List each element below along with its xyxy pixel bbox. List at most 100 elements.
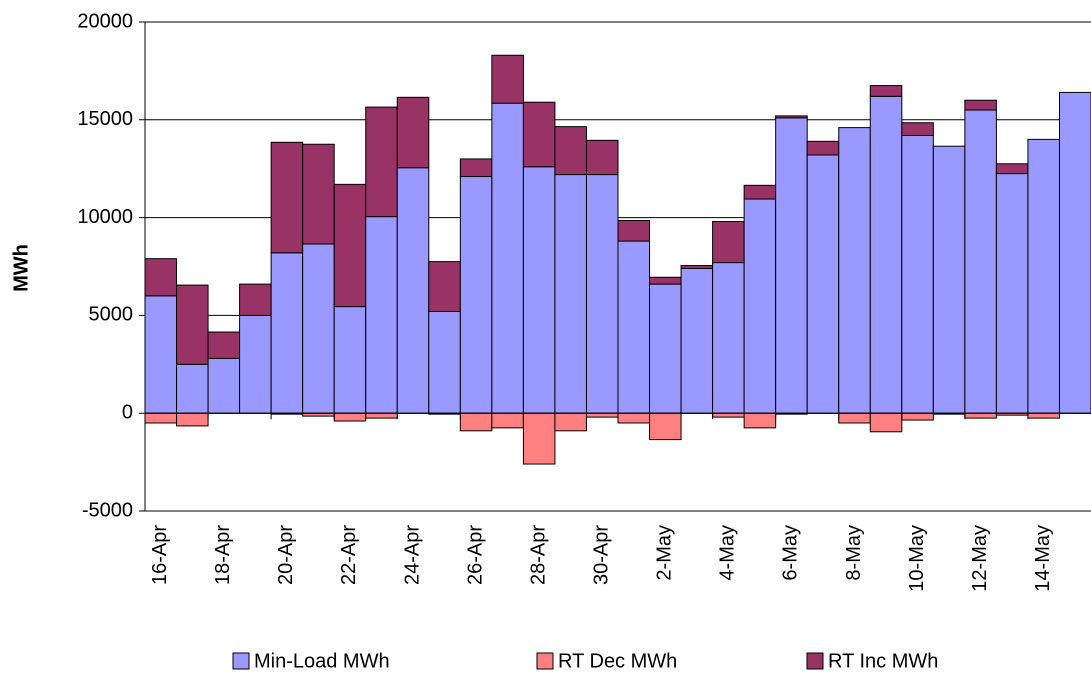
bar-segment [1058, 91, 1091, 414]
bar-segment [239, 314, 272, 414]
bar-segment [901, 122, 934, 136]
bar-segment [270, 252, 304, 414]
bar-segment [270, 141, 304, 254]
bar-segment [995, 173, 1029, 414]
bar-segment [649, 412, 682, 441]
x-tick-label: 22-Apr [338, 525, 360, 585]
bar-segment [712, 262, 745, 414]
bar-segment [333, 306, 367, 414]
bar-segment [396, 96, 430, 169]
bar-segment [333, 183, 367, 308]
bar-segment [144, 295, 178, 414]
y-tick-label: 20000 [77, 10, 133, 32]
bar-segment [459, 158, 493, 178]
bar-segment [522, 412, 556, 465]
legend-label: Min-Load MWh [254, 650, 390, 672]
bar-segment [712, 412, 745, 418]
bar-segment [585, 139, 619, 176]
legend-label: RT Inc MWh [828, 650, 938, 672]
bar-segment [333, 412, 367, 422]
x-tick-label: 30-Apr [591, 525, 613, 585]
bar-segment [459, 412, 493, 432]
bar-segment [176, 363, 209, 414]
legend-swatch [806, 652, 824, 670]
bar-segment [396, 167, 430, 414]
bar-segment [680, 265, 714, 269]
bar-segment [365, 412, 398, 419]
bar-segment [176, 284, 209, 365]
x-tick-label: 16-Apr [149, 525, 171, 585]
bar-segment [743, 412, 777, 429]
bar-segment [617, 220, 651, 242]
bar-segment [365, 216, 398, 414]
bar-segment [585, 174, 619, 414]
x-tick-label: 10-May [906, 525, 928, 592]
bar-segment [869, 95, 903, 414]
bar-segment [491, 54, 524, 104]
bar-segment [964, 412, 997, 419]
bar-segment [775, 117, 808, 414]
bar-segment [302, 143, 335, 245]
y-tick-label: 5000 [89, 304, 134, 326]
x-tick-label: 24-Apr [401, 525, 423, 585]
legend-swatch [536, 652, 554, 670]
bar-segment [775, 115, 808, 119]
bar-segment [144, 412, 178, 424]
bar-segment [491, 412, 524, 429]
legend-label: RT Dec MWh [558, 650, 677, 672]
x-tick-label: 12-May [969, 525, 991, 592]
legend-swatch [232, 652, 250, 670]
bar-segment [302, 243, 335, 414]
bar-segment [365, 106, 398, 218]
bar-segment [743, 184, 777, 200]
x-tick-label: 26-Apr [464, 525, 486, 585]
bar-segment [995, 163, 1029, 175]
x-tick-label: 2-May [654, 525, 676, 581]
bar-segment [806, 154, 840, 414]
y-tick-label: 15000 [77, 108, 133, 130]
bar-segment [649, 276, 682, 285]
bar-segment [901, 134, 934, 414]
bar-segment [712, 221, 745, 264]
bar-segment [522, 101, 556, 168]
bar-segment [207, 357, 241, 414]
bar-segment [459, 176, 493, 414]
bar-segment [554, 126, 587, 176]
y-axis-label: MWh [10, 244, 32, 292]
bar-segment [617, 240, 651, 414]
bar-segment [207, 331, 241, 359]
bar-segment [554, 174, 587, 414]
x-tick-label: 18-Apr [212, 525, 234, 585]
bar-segment [901, 412, 934, 421]
x-tick-label: 28-Apr [527, 525, 549, 585]
bar-segment [144, 258, 178, 297]
bar-segment [869, 412, 903, 433]
bar-segment [176, 412, 209, 427]
bar-segment [964, 99, 997, 111]
y-tick-label: -5000 [82, 499, 133, 521]
bar-segment [649, 283, 682, 414]
bar-segment [1027, 138, 1060, 414]
bar-segment [554, 412, 587, 432]
x-tick-label: 14-May [1032, 525, 1054, 592]
bar-segment [743, 198, 777, 414]
y-tick-label: 0 [122, 401, 133, 423]
bar-segment [617, 412, 651, 424]
bar-segment [491, 102, 524, 414]
bar-segment [838, 412, 871, 424]
bar-segment [585, 412, 619, 418]
bar-segment [806, 140, 840, 156]
bar-segment [869, 85, 903, 97]
bar-segment [239, 283, 272, 316]
bar-segment [1027, 412, 1060, 419]
bar-segment [428, 310, 461, 414]
bar-segment [428, 261, 461, 312]
bar-segment [932, 145, 966, 414]
bar-segment [522, 166, 556, 414]
bar-segment [838, 127, 871, 414]
x-tick-label: 6-May [780, 525, 802, 581]
x-tick-label: 8-May [843, 525, 865, 581]
bar-segment [680, 267, 714, 414]
x-tick-label: 20-Apr [275, 525, 297, 585]
